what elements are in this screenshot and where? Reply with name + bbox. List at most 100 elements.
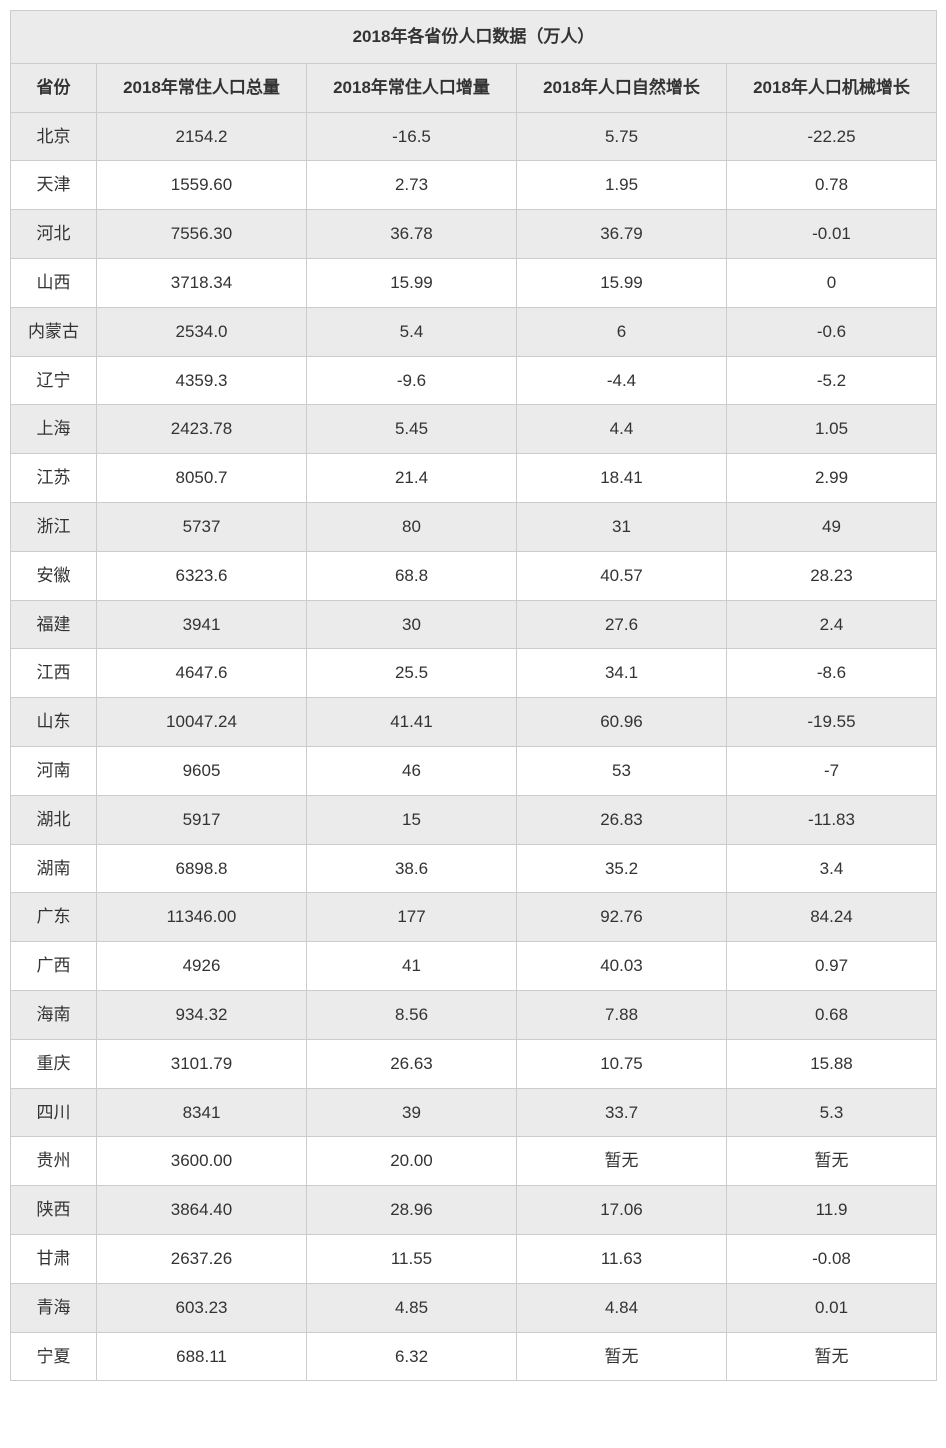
cell-province: 贵州 [11,1137,97,1186]
cell-value: -16.5 [307,112,517,161]
cell-value: -19.55 [727,698,937,747]
cell-value: 11.55 [307,1234,517,1283]
cell-value: 49 [727,502,937,551]
cell-value: 2534.0 [97,307,307,356]
cell-value: 2637.26 [97,1234,307,1283]
cell-value: 688.11 [97,1332,307,1381]
cell-value: 27.6 [517,600,727,649]
cell-province: 浙江 [11,502,97,551]
cell-value: 26.63 [307,1039,517,1088]
cell-value: 31 [517,502,727,551]
cell-province: 辽宁 [11,356,97,405]
title-row: 2018年各省份人口数据（万人） [11,11,937,64]
table-row: 辽宁4359.3-9.6-4.4-5.2 [11,356,937,405]
cell-province: 重庆 [11,1039,97,1088]
cell-value: 30 [307,600,517,649]
cell-province: 四川 [11,1088,97,1137]
cell-value: 80 [307,502,517,551]
table-row: 四川83413933.75.3 [11,1088,937,1137]
cell-province: 内蒙古 [11,307,97,356]
cell-value: 8.56 [307,990,517,1039]
cell-value: 1.95 [517,161,727,210]
cell-province: 山西 [11,258,97,307]
table-row: 河南96054653-7 [11,746,937,795]
cell-province: 福建 [11,600,97,649]
cell-value: 33.7 [517,1088,727,1137]
table-row: 湖北59171526.83-11.83 [11,795,937,844]
cell-value: 2.73 [307,161,517,210]
cell-value: 68.8 [307,551,517,600]
cell-value: 177 [307,893,517,942]
cell-value: 6 [517,307,727,356]
cell-value: 21.4 [307,454,517,503]
cell-value: 41.41 [307,698,517,747]
table-row: 安徽6323.668.840.5728.23 [11,551,937,600]
cell-value: 3941 [97,600,307,649]
col-header-province: 省份 [11,63,97,112]
cell-value: 3.4 [727,844,937,893]
cell-value: 2423.78 [97,405,307,454]
cell-value: 25.5 [307,649,517,698]
cell-value: 暂无 [517,1137,727,1186]
table-row: 广西49264140.030.97 [11,942,937,991]
cell-value: 3600.00 [97,1137,307,1186]
cell-value: 11.9 [727,1186,937,1235]
cell-value: 0.78 [727,161,937,210]
cell-value: 3718.34 [97,258,307,307]
cell-value: 2154.2 [97,112,307,161]
cell-value: 4359.3 [97,356,307,405]
cell-value: 5737 [97,502,307,551]
cell-value: 10.75 [517,1039,727,1088]
cell-value: 暂无 [727,1332,937,1381]
table-row: 甘肃2637.2611.5511.63-0.08 [11,1234,937,1283]
cell-value: 4647.6 [97,649,307,698]
cell-value: 35.2 [517,844,727,893]
cell-province: 安徽 [11,551,97,600]
cell-value: -5.2 [727,356,937,405]
col-header-natural: 2018年人口自然增长 [517,63,727,112]
table-row: 陕西3864.4028.9617.0611.9 [11,1186,937,1235]
cell-value: 2.4 [727,600,937,649]
cell-value: 84.24 [727,893,937,942]
cell-province: 广西 [11,942,97,991]
cell-value: 15 [307,795,517,844]
cell-value: 5.3 [727,1088,937,1137]
cell-value: 4.85 [307,1283,517,1332]
cell-value: 15.88 [727,1039,937,1088]
cell-province: 陕西 [11,1186,97,1235]
cell-value: 15.99 [517,258,727,307]
cell-value: -4.4 [517,356,727,405]
cell-value: 6898.8 [97,844,307,893]
cell-province: 山东 [11,698,97,747]
table-row: 上海2423.785.454.41.05 [11,405,937,454]
table-row: 江西4647.625.534.1-8.6 [11,649,937,698]
cell-value: 40.03 [517,942,727,991]
cell-value: 0.97 [727,942,937,991]
cell-value: 92.76 [517,893,727,942]
cell-value: 28.96 [307,1186,517,1235]
table-row: 江苏8050.721.418.412.99 [11,454,937,503]
cell-value: 1559.60 [97,161,307,210]
cell-value: 4.4 [517,405,727,454]
cell-province: 湖北 [11,795,97,844]
table-row: 贵州3600.0020.00暂无暂无 [11,1137,937,1186]
cell-value: 3101.79 [97,1039,307,1088]
cell-value: -8.6 [727,649,937,698]
table-row: 广东11346.0017792.7684.24 [11,893,937,942]
cell-province: 宁夏 [11,1332,97,1381]
cell-value: 10047.24 [97,698,307,747]
cell-province: 河南 [11,746,97,795]
cell-value: 34.1 [517,649,727,698]
cell-value: 5.4 [307,307,517,356]
cell-value: 41 [307,942,517,991]
cell-province: 江苏 [11,454,97,503]
col-header-increase: 2018年常住人口增量 [307,63,517,112]
cell-value: 8050.7 [97,454,307,503]
cell-value: 39 [307,1088,517,1137]
cell-value: 0.01 [727,1283,937,1332]
cell-value: 28.23 [727,551,937,600]
cell-value: 8341 [97,1088,307,1137]
table-row: 宁夏688.116.32暂无暂无 [11,1332,937,1381]
cell-province: 江西 [11,649,97,698]
cell-province: 上海 [11,405,97,454]
